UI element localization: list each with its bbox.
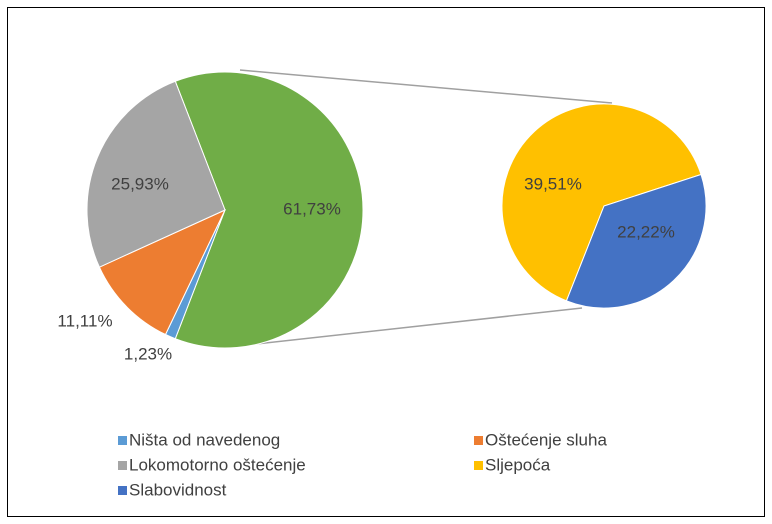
pie-slice: [98, 208, 227, 336]
data-label: 39,51%: [524, 174, 582, 193]
legend-label: Ništa od navedenog: [129, 430, 280, 449]
legend-label: Oštećenje sluha: [485, 430, 607, 449]
legend-swatch: [118, 436, 127, 445]
pie-slice: [86, 80, 226, 268]
legend-swatch: [118, 486, 127, 495]
legend-swatch: [118, 461, 127, 470]
legend-label: Slabovidnost: [129, 480, 227, 499]
data-label: 61,73%: [283, 199, 341, 218]
pie-slice: [174, 71, 364, 349]
data-label: 1,23%: [124, 344, 172, 363]
pie-slice: [501, 103, 702, 302]
data-label: 25,93%: [111, 174, 169, 193]
connector-line: [237, 307, 583, 347]
legend-label: Lokomotorno oštećenje: [129, 455, 306, 474]
legend-swatch: [474, 461, 483, 470]
legend-label: Sljepoća: [485, 455, 551, 474]
pie-slice: [565, 173, 707, 309]
connector-line: [239, 69, 613, 104]
legend-swatch: [474, 436, 483, 445]
data-label: 11,11%: [57, 311, 112, 330]
data-label: 22,22%: [617, 222, 675, 241]
